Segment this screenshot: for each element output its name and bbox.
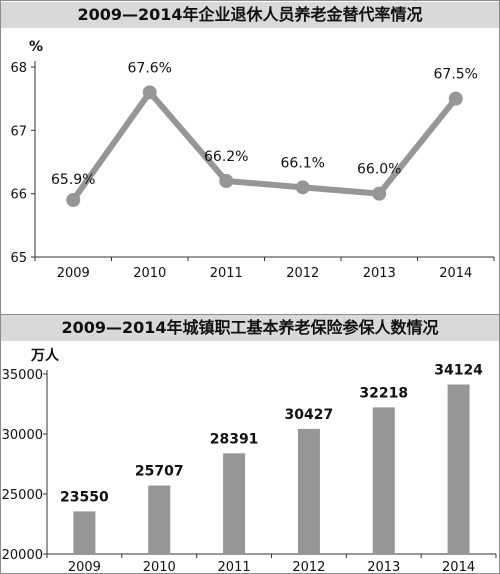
bar xyxy=(447,384,470,554)
data-label: 66.1% xyxy=(281,155,325,171)
data-point xyxy=(66,193,81,207)
line-chart-title: 2009—2014年企业退休人员养老金替代率情况 xyxy=(1,2,499,28)
data-point xyxy=(295,180,310,195)
y-unit-label: 万人 xyxy=(30,347,60,364)
y-tick-label: 35000 xyxy=(2,368,43,383)
y-unit-label: % xyxy=(29,39,43,55)
line-chart: % 65 66 67 68 2009 2010 2011 2012 2013 2014 65.9% 67… xyxy=(10,39,495,281)
data-point xyxy=(448,91,463,106)
y-tick-label: 20000 xyxy=(2,548,43,563)
data-label: 67.5% xyxy=(434,67,478,83)
x-tick-label: 2013 xyxy=(363,266,396,281)
bar xyxy=(148,485,171,554)
x-tick-label: 2009 xyxy=(68,560,101,573)
x-tick-label: 2012 xyxy=(286,266,319,281)
bar-chart-title: 2009—2014年城镇职工基本养老保险参保人数情况 xyxy=(1,314,499,341)
data-point xyxy=(372,186,387,201)
series-line xyxy=(70,89,459,202)
x-tick-label: 2014 xyxy=(439,266,472,281)
x-tick-label: 2011 xyxy=(218,560,251,573)
y-tick-label: 66 xyxy=(10,188,27,203)
data-label: 65.9% xyxy=(51,172,95,188)
y-tick-label: 68 xyxy=(10,61,27,76)
bar-value-label: 30427 xyxy=(285,407,334,423)
y-tick-label: 30000 xyxy=(2,428,43,443)
bar-value-label: 25707 xyxy=(135,464,184,480)
x-tick-label: 2010 xyxy=(133,266,166,281)
x-tick-label: 2012 xyxy=(292,560,325,573)
x-tick-label: 2014 xyxy=(442,560,475,573)
y-tick-label: 25000 xyxy=(2,488,43,503)
bar-value-label: 28391 xyxy=(210,431,259,447)
x-tick-label: 2010 xyxy=(143,560,176,573)
bar xyxy=(297,428,320,554)
bar-value-label: 32218 xyxy=(359,385,408,401)
x-tick-label: 2011 xyxy=(210,266,243,281)
bar-value-label: 23550 xyxy=(60,489,109,505)
data-label: 66.0% xyxy=(357,162,401,178)
x-tick-label: 2009 xyxy=(57,266,90,281)
x-tick-label: 2013 xyxy=(367,560,400,573)
y-tick-label: 65 xyxy=(10,251,27,266)
y-tick-label: 67 xyxy=(10,124,27,139)
data-point xyxy=(219,174,234,188)
bar xyxy=(372,407,395,554)
bar-chart: 万人 20000 25000 30000 35000 2009 2010 2011 2012 20… xyxy=(2,347,497,573)
data-point xyxy=(142,85,157,100)
data-label: 67.6% xyxy=(128,60,172,76)
bar xyxy=(223,453,246,554)
data-label: 66.2% xyxy=(204,149,248,165)
bar-value-label: 34124 xyxy=(434,363,483,379)
bar xyxy=(73,511,96,554)
